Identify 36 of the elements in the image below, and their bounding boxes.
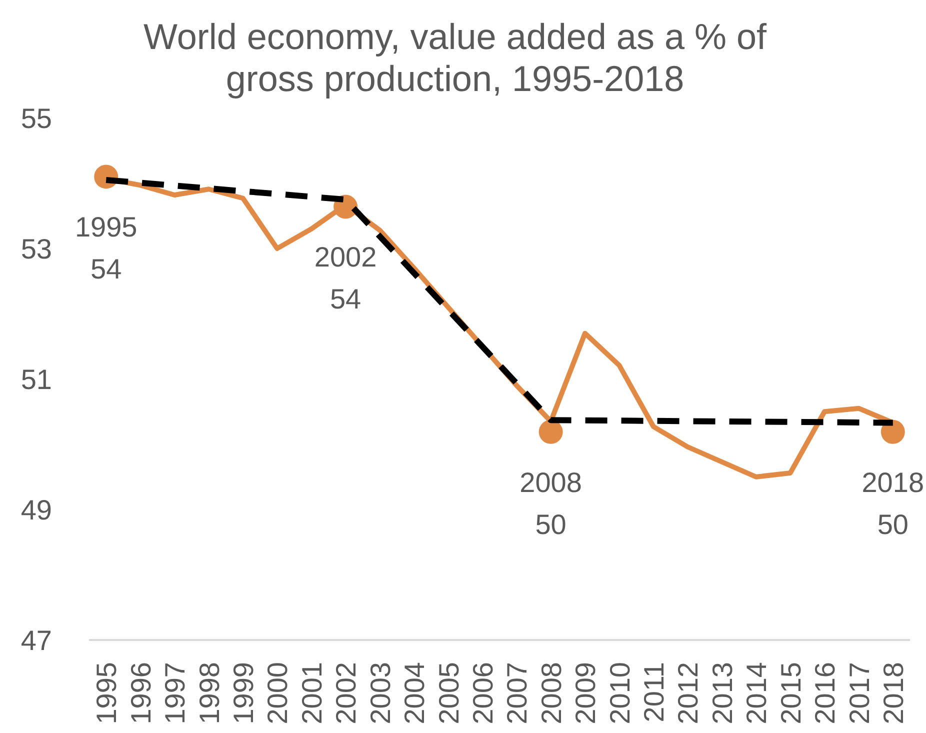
x-tick-label: 1998: [194, 662, 225, 724]
x-tick-label: 1999: [228, 662, 260, 724]
x-tick-label: 2010: [604, 662, 636, 724]
y-tick-label: 47: [20, 625, 52, 656]
y-tick-label: 51: [20, 364, 52, 396]
data-label: 2018 50: [862, 466, 924, 540]
x-tick-label: 2001: [296, 662, 328, 724]
point: [538, 420, 563, 444]
x-tick-label: 2009: [570, 662, 602, 724]
x-tick-label: 2008: [536, 662, 567, 724]
y-tick-label: 53: [20, 234, 52, 265]
x-tick-label: 2011: [638, 662, 670, 722]
data-label: 1995 54: [74, 211, 138, 284]
x-tick-label: 2013: [706, 662, 738, 724]
x-tick-label: 2014: [741, 662, 772, 724]
x-tick-label: 2002: [330, 662, 362, 724]
x-tick-label: 1995: [91, 662, 122, 724]
data-label: 2002 54: [314, 241, 377, 314]
data-label: 2008 50: [520, 466, 582, 540]
point: [880, 420, 905, 444]
x-tick-label: 2006: [467, 662, 498, 724]
x-tick-label: 2000: [262, 662, 294, 724]
x-tick-label: 2005: [433, 662, 464, 724]
x-tick-label: 2012: [672, 662, 704, 724]
x-tick-label: 2015: [775, 662, 806, 724]
y-tick-label: 49: [20, 494, 52, 526]
x-tick-label: 1996: [125, 662, 156, 724]
x-tick-label: 2004: [399, 662, 430, 724]
x-tick-label: 2017: [844, 662, 875, 724]
x-tick-label: 1997: [160, 662, 191, 724]
x-tick-label: 2016: [810, 662, 841, 724]
y-tick-label: 55: [20, 103, 52, 134]
chart-title: World economy, value added as a % of gross production, 1995-2018: [142, 16, 768, 100]
x-tick-label: 2018: [878, 662, 909, 724]
x-tick-label: 2003: [364, 662, 396, 724]
x-tick-label: 2007: [502, 662, 533, 724]
